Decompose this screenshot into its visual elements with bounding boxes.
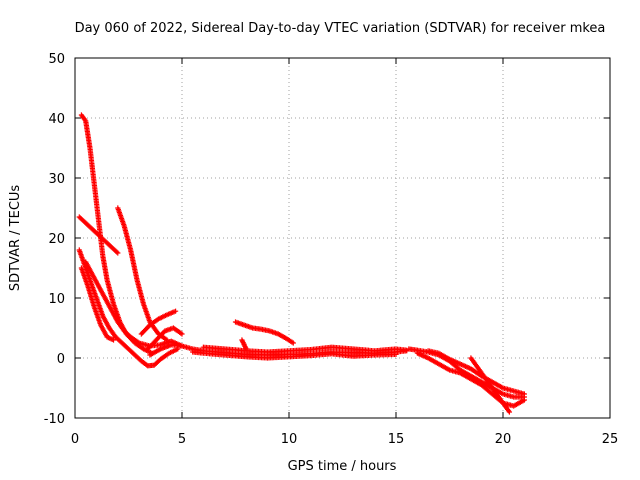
x-axis-label: GPS time / hours	[288, 459, 397, 474]
data-point	[115, 250, 121, 256]
x-tick-label: 20	[495, 432, 512, 447]
y-tick-label: 20	[48, 232, 65, 247]
series-track-4	[78, 265, 117, 343]
y-tick-label: 30	[48, 172, 65, 187]
y-tick-label: 40	[48, 112, 65, 127]
series-track-1	[78, 112, 155, 356]
series-track-13	[239, 337, 249, 352]
y-axis-label: SDTVAR / TECUs	[8, 185, 23, 292]
data-point	[243, 346, 249, 352]
x-tick-label: 25	[602, 432, 619, 447]
x-tick-label: 10	[281, 432, 298, 447]
y-tick-label: 50	[48, 52, 65, 67]
data-point	[521, 397, 527, 403]
series-track-17	[425, 348, 527, 397]
x-tick-label: 5	[178, 432, 186, 447]
data-point	[114, 249, 120, 255]
data-points	[76, 112, 527, 415]
y-tick-label: -10	[44, 412, 65, 427]
x-tick-label: 0	[71, 432, 79, 447]
y-tick-label: 0	[57, 352, 65, 367]
series-track-7	[138, 308, 179, 337]
data-point	[393, 351, 399, 357]
series-track-12	[232, 319, 296, 346]
data-point	[172, 308, 179, 314]
series-track-10	[190, 349, 399, 361]
chart-title: Day 060 of 2022, Sidereal Day-to-day VTE…	[75, 21, 606, 36]
data-point	[110, 337, 117, 343]
series-track-8	[145, 325, 185, 352]
x-tick-label: 15	[388, 432, 405, 447]
series-track-11	[200, 344, 410, 355]
data-point	[179, 331, 185, 337]
y-tick-label: 10	[48, 292, 65, 307]
data-point	[506, 409, 513, 415]
axis-ticks: 0 5 10 15 20 25 -10 0 10 20 30 40 50	[44, 52, 619, 447]
series-track-6	[115, 205, 170, 343]
plot-frame	[74, 57, 611, 419]
series-track-2	[76, 214, 121, 256]
data-point	[164, 337, 170, 343]
data-point	[290, 340, 296, 346]
series-track-16	[468, 355, 513, 415]
data-point	[521, 391, 527, 397]
